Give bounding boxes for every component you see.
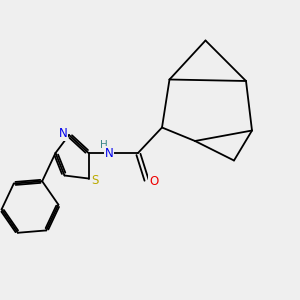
Text: H: H [100,140,108,150]
Text: S: S [92,173,99,187]
Text: N: N [104,147,113,160]
Text: N: N [58,127,68,140]
Text: O: O [149,175,158,188]
